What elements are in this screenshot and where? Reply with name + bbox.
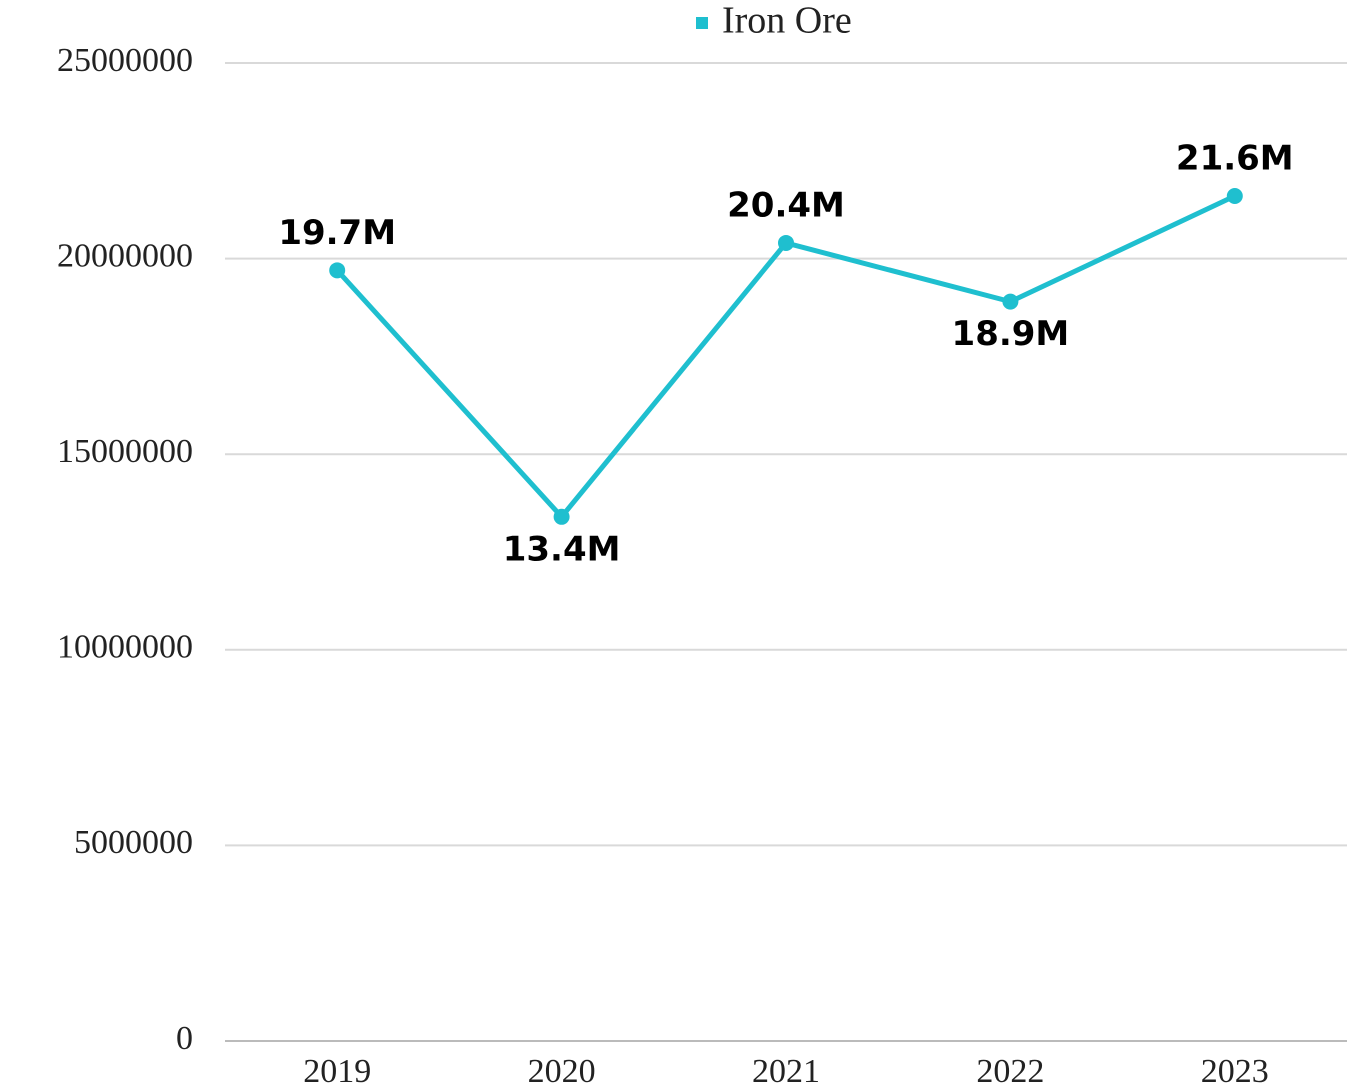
legend-label: Iron Ore (722, 0, 852, 42)
data-label: 13.4M (503, 529, 621, 569)
point (1002, 293, 1019, 310)
data-label: 20.4M (727, 185, 845, 225)
point (329, 262, 346, 279)
y-tick-label: 25000000 (57, 42, 193, 79)
data-label: 21.6M (1176, 139, 1294, 179)
point (553, 508, 570, 525)
y-tick-label: 5000000 (74, 824, 193, 861)
data-label: 18.9M (952, 314, 1070, 354)
x-tick-label: 2019 (303, 1053, 371, 1090)
x-tick-label: 2023 (1201, 1053, 1269, 1090)
y-tick-label: 10000000 (57, 629, 193, 666)
point (1226, 188, 1243, 205)
data-label: 19.7M (278, 213, 396, 253)
point (778, 234, 794, 251)
legend-swatch (696, 17, 708, 29)
y-tick-label: 0 (176, 1020, 193, 1057)
x-tick-label: 2020 (528, 1053, 596, 1090)
x-tick-label: 2022 (976, 1053, 1044, 1090)
x-tick-label: 2021 (752, 1053, 820, 1090)
y-tick-label: 15000000 (57, 433, 193, 470)
y-tick-label: 20000000 (57, 237, 193, 274)
